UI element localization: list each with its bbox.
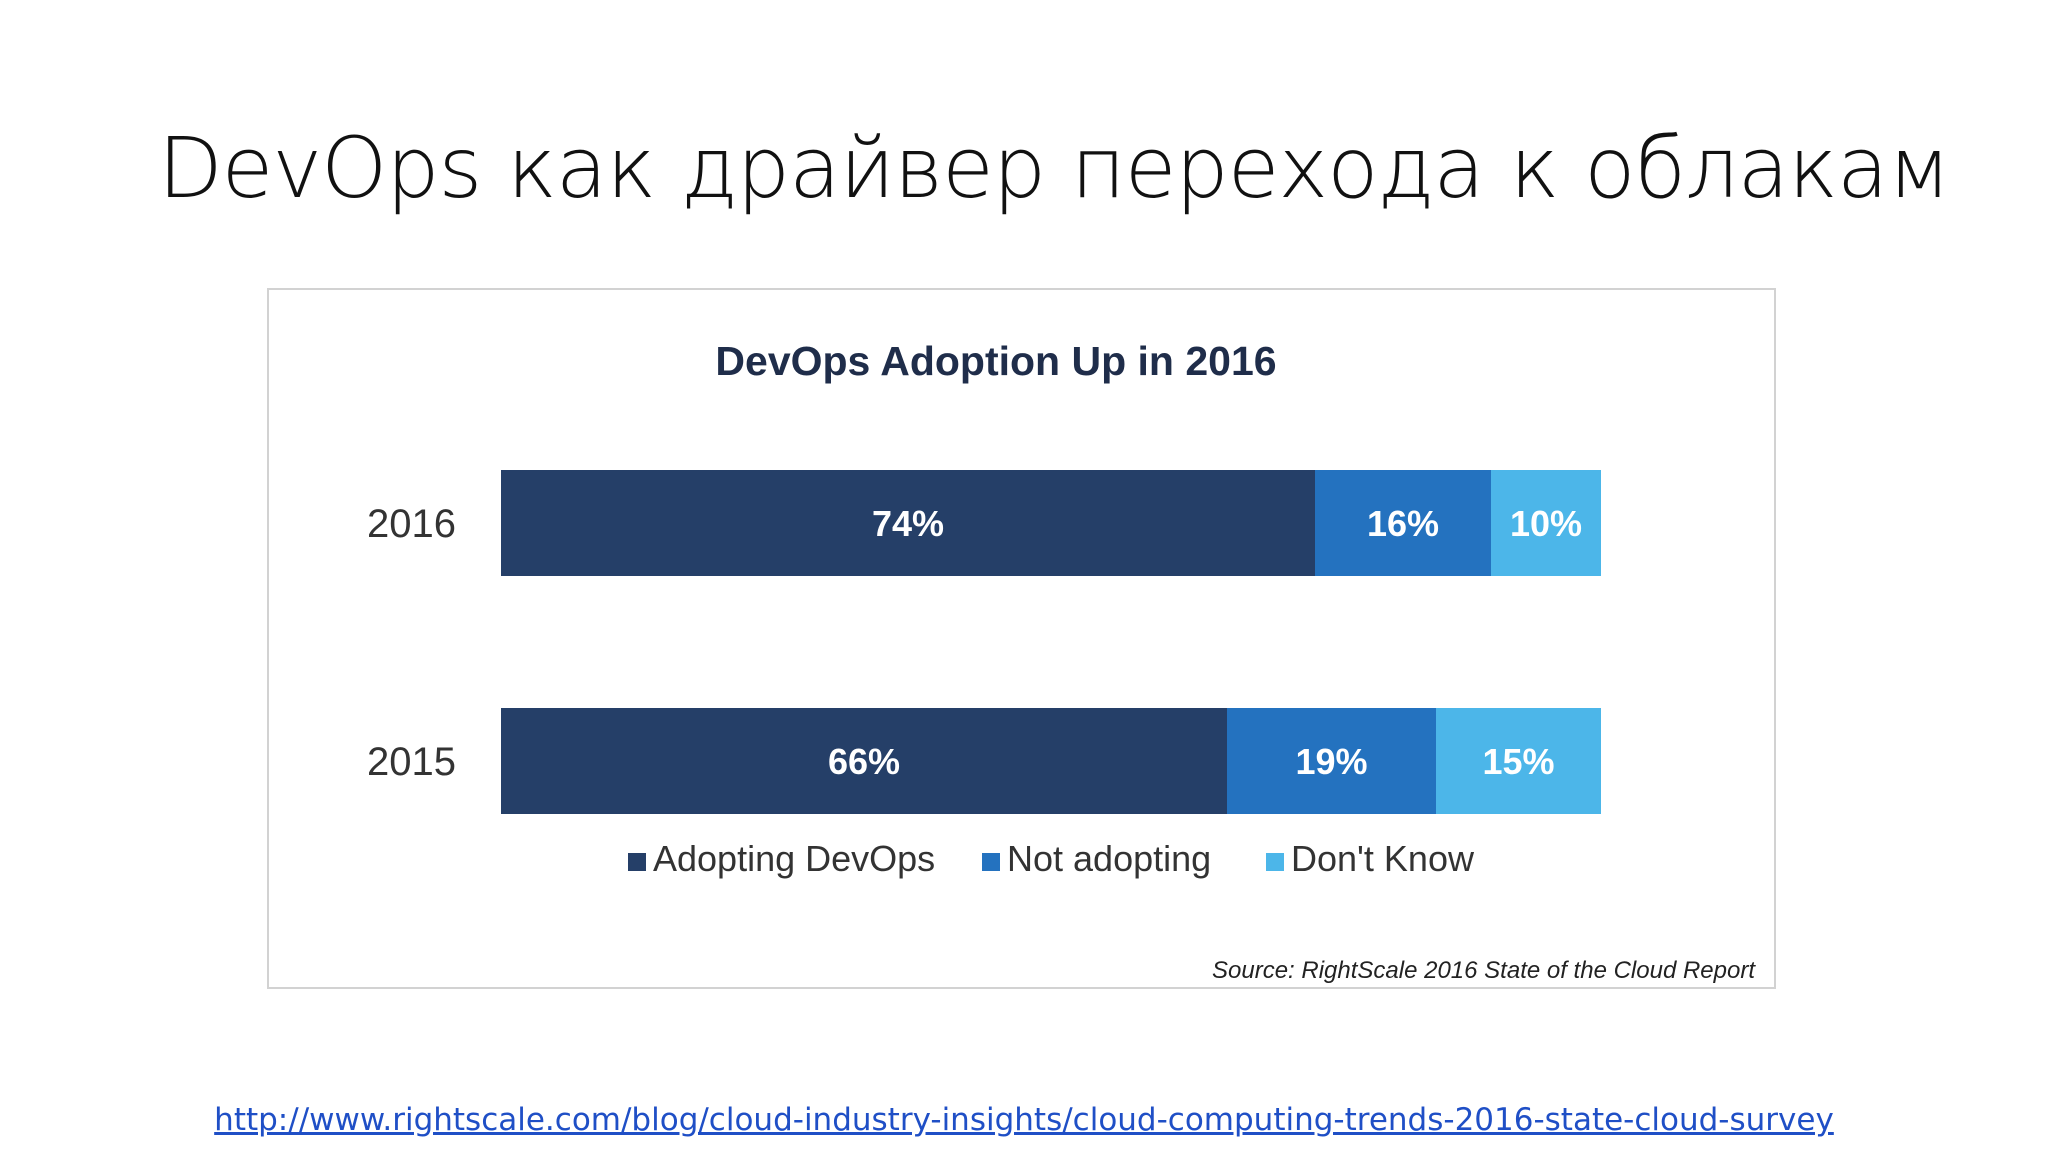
chart-title: DevOps Adoption Up in 2016 <box>715 338 1276 384</box>
chart-frame: DevOps Adoption Up in 2016 2016 74% 16% 10%… <box>267 288 1776 989</box>
chart-legend: Adopting DevOps Not adopting Don't Know <box>628 838 1475 879</box>
bar-label-2016-2: 16% <box>1367 503 1439 544</box>
category-label-2015: 2015 <box>367 740 456 784</box>
bar-label-2015-3: 15% <box>1482 741 1554 782</box>
bar-label-2016-1: 74% <box>872 503 944 544</box>
slide-title: DevOps как драйвер перехода к облакам <box>158 119 1951 217</box>
legend-swatch-1 <box>628 853 646 871</box>
stacked-bar-chart: DevOps Adoption Up in 2016 2016 74% 16% 10%… <box>367 338 1756 984</box>
legend-label-3: Don't Know <box>1291 838 1475 879</box>
bar-segment-2016-2 <box>1315 470 1491 576</box>
bar-segment-2015-1 <box>501 708 1227 814</box>
bar-segment-2015-2 <box>1227 708 1436 814</box>
category-label-2016: 2016 <box>367 502 456 546</box>
bar-label-2015-1: 66% <box>828 741 900 782</box>
bar-segment-2016-3 <box>1491 470 1601 576</box>
bar-label-2015-2: 19% <box>1295 741 1367 782</box>
legend-swatch-3 <box>1266 853 1284 871</box>
bar-segment-2015-3 <box>1436 708 1601 814</box>
legend-swatch-2 <box>982 853 1000 871</box>
bar-segment-2016-1 <box>501 470 1315 576</box>
source-link[interactable]: http://www.rightscale.com/blog/cloud-ind… <box>214 1102 1834 1138</box>
legend-label-1: Adopting DevOps <box>653 838 935 879</box>
bar-label-2016-3: 10% <box>1510 503 1582 544</box>
chart-source: Source: RightScale 2016 State of the Clo… <box>1212 957 1756 984</box>
bars-layer: 2016 74% 16% 10% 2015 66% 19% 15% <box>367 470 1601 814</box>
legend-label-2: Not adopting <box>1007 838 1211 879</box>
